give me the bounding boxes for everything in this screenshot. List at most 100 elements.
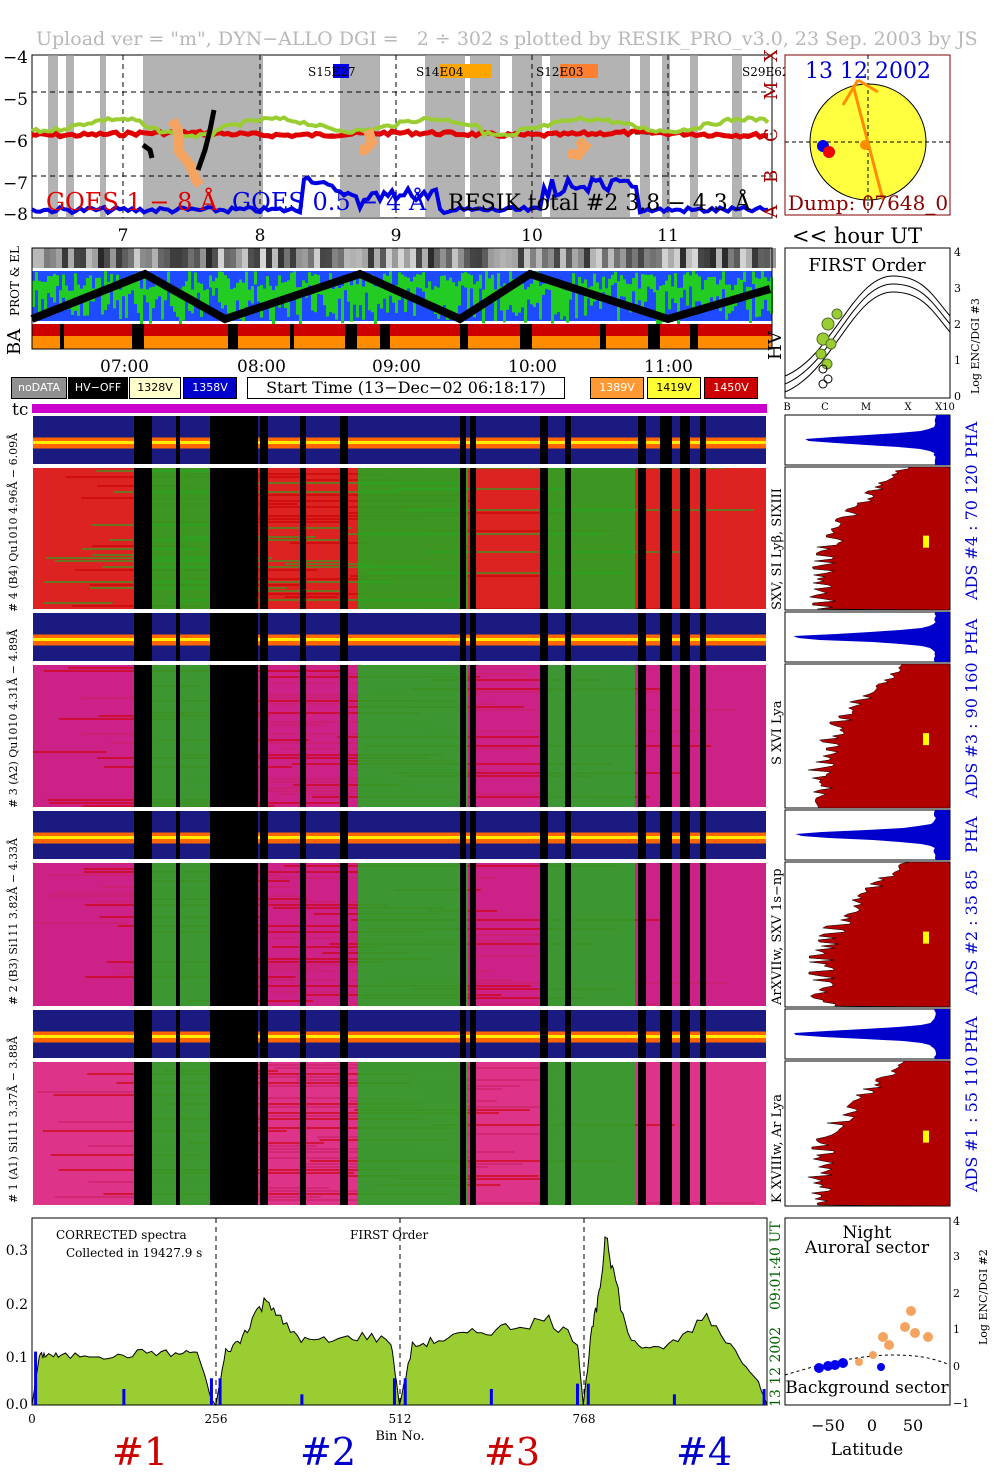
channel4-label: # 4 (B4) Qu1010 4.96Å − 6.09Å: [7, 432, 20, 612]
channel3-lines: S XVI Lya: [770, 700, 785, 765]
first-order-points: [815, 308, 843, 370]
marker-1: S15E27: [308, 65, 356, 79]
svg-text:768: 768: [573, 1412, 596, 1426]
orbit-xlabel: Latitude: [831, 1440, 903, 1460]
svg-text:M: M: [861, 402, 871, 413]
legend-1419v: 1419V: [647, 377, 701, 399]
channel4-lines: SXV, SI Lyβ, SIXIII: [770, 488, 785, 610]
spectrum-center-label: FIRST Order: [350, 1228, 428, 1242]
orbit-auroral: Auroral sector: [804, 1238, 930, 1258]
ads3-label: ADS #3 : 90 160: [962, 662, 981, 798]
marker-4: S29E62: [742, 65, 790, 79]
marker-box-3: [560, 64, 598, 78]
prot-zigzag: [30, 269, 772, 324]
svg-text:X10: X10: [935, 402, 955, 413]
marker-box-1: [333, 64, 349, 78]
svg-text:X: X: [904, 402, 912, 413]
first-order-y-ticks: 4 3 2 1 0: [954, 246, 961, 403]
spectrum-xlabel: Bin No.: [375, 1429, 424, 1444]
spectrum-x-ticks: 0 256 512 768: [28, 1412, 595, 1426]
legend-nodata: noDATA: [11, 377, 67, 399]
goes-y-ticks: −4 −5 −6 −7 −8: [3, 50, 28, 225]
marker-2: S14E04: [416, 65, 464, 79]
black-segments: [141, 109, 217, 171]
sun-spot-red: [823, 146, 835, 158]
first-order-x-ticks: B C M X X10: [783, 402, 955, 413]
svg-text:C: C: [761, 128, 782, 142]
ads-spectrogram: [31, 466, 951, 611]
svg-text:1: 1: [954, 354, 961, 367]
orbit-background: Background sector: [785, 1378, 949, 1398]
sun-spot-orange: [860, 140, 870, 150]
section-label-4: #4: [676, 1430, 732, 1474]
svg-text:8: 8: [255, 226, 266, 246]
spectrum-title1: CORRECTED spectra: [56, 1228, 187, 1242]
svg-text:2: 2: [954, 318, 961, 331]
section-label-1: #1: [112, 1430, 168, 1474]
svg-text:512: 512: [389, 1412, 412, 1426]
svg-text:9: 9: [391, 226, 402, 246]
spectrum-date: 13 12 2002: [768, 1327, 784, 1407]
pha1-label: PHA: [962, 1016, 981, 1053]
channel1-lines: K XVIIIw, Ar Lya: [770, 1094, 785, 1203]
svg-text:0.2: 0.2: [6, 1297, 28, 1313]
svg-text:C: C: [821, 402, 829, 413]
header-left: Upload ver = "m", DYN−ALLO DGI = 2 ÷ 302…: [36, 28, 509, 50]
svg-text:−50: −50: [811, 1416, 845, 1435]
ads4-label: ADS #4 : 70 120: [962, 464, 981, 600]
channel2-lines: ArXVIIw, SXV 1s−np: [770, 868, 785, 1005]
sun-disk-panel: 13 12 2002 Dump: 07648_0: [784, 54, 951, 216]
hour-ut-label: << hour UT: [792, 224, 922, 248]
svg-text:4: 4: [954, 246, 961, 259]
legend-start-time: Start Time (13−Dec−02 06:18:17): [247, 377, 565, 399]
svg-text:−7: −7: [3, 174, 28, 194]
spectrum-panel: CORRECTED spectra Collected in 19427.9 s…: [6, 1217, 784, 1474]
resik-fit-curve: [31, 115, 770, 140]
first-order-panel: FIRST Order B C M X X10 4 3 2 1 0 Log EN…: [783, 246, 982, 413]
svg-text:10: 10: [521, 226, 543, 246]
goes-grey-bands: [48, 55, 742, 218]
marker-3: S12E03: [536, 65, 584, 79]
goes-class-labels: X M C B A: [761, 50, 782, 219]
ads1-label: ADS #1 : 55 110: [962, 1056, 981, 1192]
legend-hv-off: HV−OFF: [68, 377, 128, 399]
svg-text:50: 50: [903, 1416, 923, 1435]
svg-text:256: 256: [205, 1412, 228, 1426]
ba-gaps: [60, 324, 698, 349]
pha-spectrogram: [31, 809, 951, 861]
sun-date: 13 12 2002: [805, 59, 931, 84]
spectrum-time: 09:01:40 UT: [768, 1221, 784, 1310]
svg-text:11: 11: [657, 226, 679, 246]
orbit-y-ticks: 4 3 2 1 0 −1: [953, 1215, 969, 1410]
resik-legend: RESIK total #2 3.8 − 4.3 Å: [448, 188, 752, 216]
svg-text:3: 3: [953, 1250, 960, 1263]
svg-text:0.0: 0.0: [6, 1397, 28, 1413]
legend-1358v: 1358V: [183, 377, 237, 399]
orbit-blue-points: [814, 1358, 885, 1373]
svg-text:4: 4: [953, 1215, 960, 1228]
pha4-label: PHA: [962, 421, 981, 458]
ads2-label: ADS #2 : 35 85: [962, 869, 981, 995]
pha-spectrogram: [31, 611, 951, 663]
svg-text:0: 0: [953, 1360, 960, 1373]
goes-short-legend: GOES 0.5 − 4 Å: [232, 187, 427, 216]
pha-spectrogram: [31, 414, 951, 466]
svg-text:B: B: [761, 170, 782, 183]
flare-segments: [167, 117, 592, 189]
svg-text:7: 7: [118, 226, 129, 246]
pha2-label: PHA: [962, 816, 981, 853]
spectrum-y-ticks: 0.3 0.2 0.1 0.0: [6, 1243, 28, 1413]
legend-1328v: 1328V: [129, 377, 181, 399]
spectrum-title2: Collected in 19427.9 s: [66, 1246, 202, 1260]
svg-text:0.3: 0.3: [6, 1243, 28, 1259]
legend-1450v: 1450V: [704, 377, 758, 399]
pha3-label: PHA: [962, 618, 981, 655]
orbit-ylabel: Log ENC/DGI #2: [977, 1249, 990, 1345]
channel2-label: # 2 (B3) Si111 3.82Å − 4.33Å: [7, 838, 20, 1005]
svg-text:2: 2: [953, 1287, 960, 1300]
channel1-label: # 1 (A1) Si111 3.37Å − 3.88Å: [7, 1036, 20, 1203]
tc-bar: [32, 404, 767, 413]
first-order-ylabel: Log ENC/DGI #3: [969, 298, 982, 394]
goes-panel: S15E27 S14E04 S12E03 S29E62 −4 −5 −6 −7 …: [3, 50, 790, 246]
goes-long-legend: GOES 1 − 8 Å: [46, 187, 218, 216]
